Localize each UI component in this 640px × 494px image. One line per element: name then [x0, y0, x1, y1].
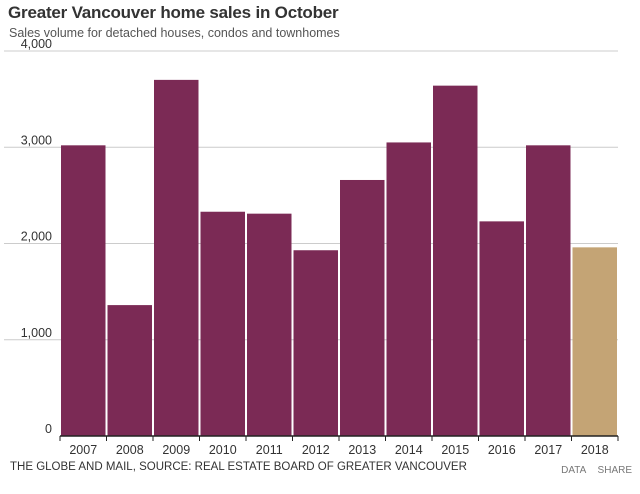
bar-2010	[200, 211, 245, 436]
x-tick-label: 2012	[302, 443, 330, 457]
x-tick-label: 2016	[488, 443, 516, 457]
bar-2017	[526, 145, 571, 436]
bar-2015	[433, 85, 478, 437]
bar-2018	[572, 247, 617, 436]
x-tick-label: 2013	[348, 443, 376, 457]
bar-2016	[479, 221, 524, 436]
bar-2007	[61, 145, 106, 436]
y-tick-label: 4,000	[21, 37, 52, 51]
y-tick-label: 0	[45, 422, 52, 436]
x-axis-tick-labels: 2007 2008 2009 2010 2011 2012 2013 2014 2015 2016…	[59, 436, 619, 457]
x-tick-label: 2009	[162, 443, 190, 457]
x-tick-label: 2010	[209, 443, 237, 457]
bar-2012	[293, 250, 338, 436]
x-tick-label: 2014	[395, 443, 423, 457]
chart-subtitle: Sales volume for detached houses, condos…	[9, 26, 340, 40]
footer-links: DATA SHARE	[552, 465, 632, 476]
x-tick-label: 2018	[581, 443, 609, 457]
bar-2009	[154, 79, 199, 436]
y-tick-label: 3,000	[21, 133, 52, 147]
x-tick-label: 2011	[256, 443, 283, 457]
chart-title: Greater Vancouver home sales in October	[8, 3, 339, 22]
data-link[interactable]: DATA	[561, 465, 586, 476]
source-credit: THE GLOBE AND MAIL, SOURCE: REAL ESTATE …	[10, 461, 467, 473]
y-tick-label: 1,000	[21, 326, 52, 340]
y-axis-tick-labels: 0 1,000 2,000 3,000 4,000	[21, 37, 52, 436]
share-link[interactable]: SHARE	[597, 465, 632, 476]
x-tick-label: 2008	[116, 443, 144, 457]
x-tick-label: 2015	[441, 443, 469, 457]
bar-2014	[386, 142, 431, 436]
x-tick-label: 2017	[534, 443, 562, 457]
x-tick-label: 2007	[69, 443, 97, 457]
bar-2013	[340, 179, 385, 436]
bar-2008	[107, 305, 152, 436]
bar-2011	[247, 213, 292, 436]
bars	[61, 79, 617, 437]
y-tick-label: 2,000	[21, 230, 52, 244]
